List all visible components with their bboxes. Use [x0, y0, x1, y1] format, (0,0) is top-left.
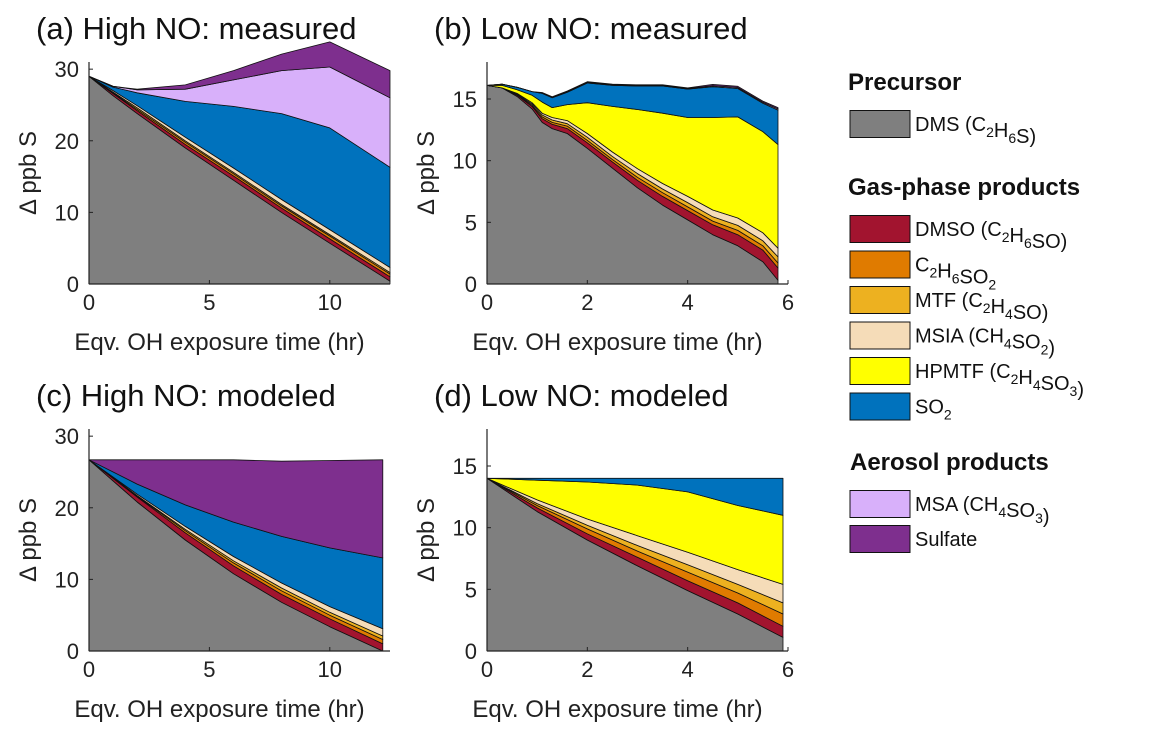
y-tick-label-panel-c: 0 [67, 639, 79, 664]
legend-swatch-msia [849, 321, 911, 350]
legend-swatch-msa [849, 490, 911, 518]
legend-swatch-c2h6so2 [849, 250, 911, 279]
x-tick-label-panel-a: 5 [203, 290, 215, 315]
x-axis-label-panel-c: Eqv. OH exposure time (hr) [74, 696, 364, 723]
x-tick-label-panel-b: 0 [481, 290, 493, 315]
area-so2-panel-d [486, 477, 784, 516]
area-sulfate-panel-a [88, 41, 391, 99]
y-tick-label-panel-b: 0 [465, 272, 477, 297]
x-axis-label-panel-a: Eqv. OH exposure time (hr) [74, 329, 364, 356]
x-tick-label-panel-a: 10 [318, 290, 342, 315]
legend: Precursor DMS (C2H6S) Gas-phase products DM… [848, 69, 1084, 553]
legend-swatch-so2 [849, 392, 911, 421]
x-axis-label-panel-d: Eqv. OH exposure time (hr) [472, 696, 762, 723]
y-tick-label-panel-d: 10 [453, 516, 477, 541]
y-axis-label-panel-d: Δ ppb S [413, 498, 440, 582]
y-tick-label-panel-a: 0 [67, 272, 79, 297]
y-tick-label-panel-c: 30 [55, 424, 79, 449]
x-tick-label-panel-b: 4 [682, 290, 694, 315]
legend-heading-2: Aerosol products [850, 449, 1049, 476]
y-tick-label-panel-c: 20 [55, 496, 79, 521]
x-axis-label-panel-b: Eqv. OH exposure time (hr) [472, 329, 762, 356]
x-tick-label-panel-c: 0 [83, 657, 95, 682]
y-tick-label-panel-d: 15 [453, 454, 477, 479]
y-tick-label-panel-c: 10 [55, 567, 79, 592]
area-sulfate-panel-b [486, 81, 779, 110]
y-tick-label-panel-d: 5 [465, 577, 477, 602]
y-tick-label-panel-a: 20 [55, 129, 79, 154]
x-tick-label-panel-d: 6 [782, 657, 794, 682]
panel-d: 0 2 4 6 0 5 10 15 (d) Low NO: modeled Eqv. OH exp… [413, 378, 794, 723]
legend-label-c2h6so2: C2H6SO2 [915, 255, 996, 293]
x-tick-label-panel-a: 0 [83, 290, 95, 315]
x-tick-label-panel-b: 6 [782, 290, 794, 315]
legend-swatch-hpmtf [849, 357, 911, 385]
x-tick-label-panel-b: 2 [581, 290, 593, 315]
legend-swatch-sulfate [849, 525, 911, 553]
y-tick-label-panel-b: 5 [465, 210, 477, 235]
panel-title-c: (c) High NO: modeled [36, 378, 336, 413]
panel-title-a: (a) High NO: measured [36, 11, 356, 46]
panel-b: 0 2 4 6 0 5 10 15 (b) Low NO: measured Eqv. OH ex… [413, 11, 794, 356]
panel-c: 0 5 10 0 10 20 30 (c) High NO: modeled Eqv. OH e… [15, 378, 390, 723]
x-tick-label-panel-d: 2 [581, 657, 593, 682]
legend-swatch-dmso [849, 215, 911, 243]
legend-label-dmso: DMSO (C2H6SO) [915, 219, 1067, 253]
area-sulfate-panel-c [88, 459, 384, 559]
y-axis-label-panel-b: Δ ppb S [413, 131, 440, 215]
y-tick-label-panel-d: 0 [465, 639, 477, 664]
legend-label-hpmtf: HPMTF (C2H4SO3) [915, 361, 1084, 401]
panel-a: 0 5 10 0 10 20 30 (a) High NO: measured Eqv. OH … [15, 11, 391, 356]
x-tick-label-panel-d: 0 [481, 657, 493, 682]
x-tick-label-panel-d: 4 [682, 657, 694, 682]
legend-label-dms: DMS (C2H6S) [915, 114, 1036, 148]
x-tick-label-panel-c: 5 [203, 657, 215, 682]
legend-label-so2: SO2 [915, 397, 952, 423]
legend-swatch-mtf [849, 286, 911, 314]
panel-title-d: (d) Low NO: modeled [434, 378, 729, 413]
y-tick-label-panel-a: 10 [55, 200, 79, 225]
legend-heading-1: Gas-phase products [848, 174, 1080, 201]
legend-label-msa: MSA (CH4SO3) [915, 494, 1050, 528]
legend-label-mtf: MTF (C2H4SO) [915, 290, 1048, 324]
y-tick-label-panel-b: 15 [453, 87, 477, 112]
legend-label-msia: MSIA (CH4SO2) [915, 326, 1055, 360]
panel-title-b: (b) Low NO: measured [434, 11, 748, 46]
y-tick-label-panel-a: 30 [55, 57, 79, 82]
legend-swatch-dms [849, 110, 911, 138]
x-tick-label-panel-c: 10 [318, 657, 342, 682]
y-axis-label-panel-c: Δ ppb S [15, 498, 42, 582]
y-axis-label-panel-a: Δ ppb S [15, 131, 42, 215]
legend-heading-0: Precursor [848, 69, 961, 96]
y-tick-label-panel-b: 10 [453, 149, 477, 174]
legend-label-sulfate: Sulfate [915, 529, 977, 551]
